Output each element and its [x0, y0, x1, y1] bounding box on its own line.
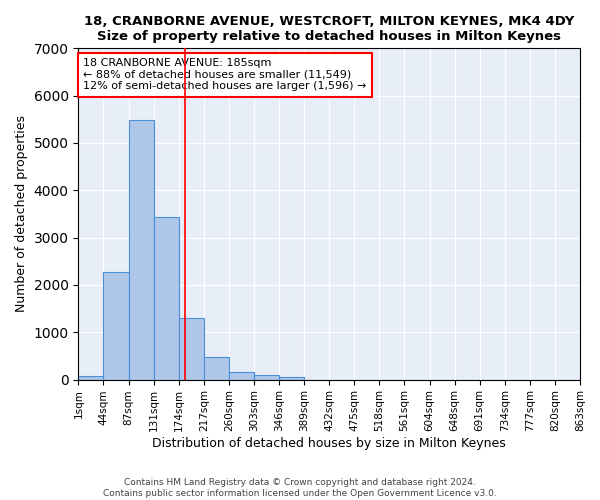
Title: 18, CRANBORNE AVENUE, WESTCROFT, MILTON KEYNES, MK4 4DY
Size of property relativ: 18, CRANBORNE AVENUE, WESTCROFT, MILTON …	[84, 15, 574, 43]
Bar	[179, 318, 204, 380]
Bar	[279, 377, 304, 380]
X-axis label: Distribution of detached houses by size in Milton Keynes: Distribution of detached houses by size …	[152, 437, 506, 450]
Bar	[229, 372, 254, 380]
Bar	[128, 120, 154, 380]
Text: 18 CRANBORNE AVENUE: 185sqm
← 88% of detached houses are smaller (11,549)
12% of: 18 CRANBORNE AVENUE: 185sqm ← 88% of det…	[83, 58, 367, 92]
Text: Contains HM Land Registry data © Crown copyright and database right 2024.
Contai: Contains HM Land Registry data © Crown c…	[103, 478, 497, 498]
Bar	[154, 217, 179, 380]
Bar	[103, 272, 128, 380]
Bar	[79, 376, 103, 380]
Bar	[204, 357, 229, 380]
Bar	[254, 376, 279, 380]
Y-axis label: Number of detached properties: Number of detached properties	[15, 116, 28, 312]
